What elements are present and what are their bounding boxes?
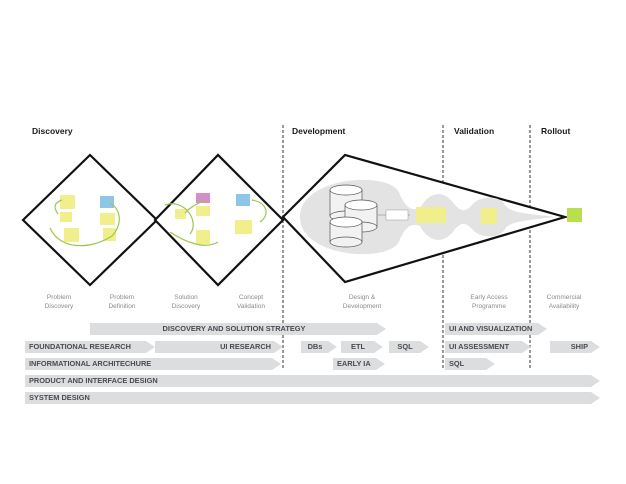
stage-label-problem-discovery: Problem Discovery <box>44 294 74 310</box>
stage-label-commercial-availability: Commercial Availability <box>546 294 582 310</box>
connector-line <box>251 199 267 223</box>
phase-title-validation: Validation <box>454 126 495 136</box>
sticky-note <box>481 208 497 224</box>
workstream-sql: SQL <box>389 341 429 353</box>
solution-diamond <box>153 153 285 287</box>
workstream-ui-research: UI RESEARCH <box>155 341 283 353</box>
sticky-note <box>235 220 252 234</box>
workstream-dbs: DBs <box>301 341 337 353</box>
workstream-ui-assessment: UI ASSESSMENT <box>445 341 531 353</box>
workstream-etl: ETL <box>341 341 383 353</box>
workstream-discovery-and-solution-strategy: DISCOVERY AND SOLUTION STRATEGY <box>90 323 386 335</box>
phase-title-development: Development <box>292 126 346 136</box>
database-cylinder-3 <box>329 216 363 248</box>
stage-label-concept-validation: Concept Validation <box>236 294 266 310</box>
problem-diamond <box>21 153 159 287</box>
stage-label-problem-definition: Problem Definition <box>108 294 136 310</box>
connector-line <box>184 199 206 214</box>
sticky-note <box>100 213 115 225</box>
connector-line <box>169 231 219 246</box>
connector-line <box>49 227 113 247</box>
workstream-product-and-interface-design: PRODUCT AND INTERFACE DESIGN <box>25 375 600 387</box>
sticky-note <box>175 209 186 219</box>
sticky-note <box>432 207 446 223</box>
sticky-note <box>236 194 250 206</box>
phase-title-discovery: Discovery <box>32 126 73 136</box>
stage-label-solution-discovery: Solution Discovery <box>171 294 201 310</box>
stage-label-early-access: Early Access Programme <box>470 294 508 310</box>
sticky-note <box>60 212 72 222</box>
workstream-informational-architecture: INFORMATIONAL ARCHITECHURE <box>25 358 281 370</box>
workstream-foundational-research: FOUNDATIONAL RESEARCH <box>25 341 155 353</box>
connector-line <box>109 202 120 237</box>
sticky-note <box>64 228 79 242</box>
stage-label-design-development: Design & Development <box>342 294 382 310</box>
sticky-note-ship <box>567 208 582 222</box>
sticky-note <box>196 193 210 203</box>
sticky-note <box>100 196 114 208</box>
sticky-note <box>196 206 210 216</box>
workstream-sql-validation: SQL <box>445 358 495 370</box>
connector-line <box>54 199 63 215</box>
sticky-note <box>416 207 432 223</box>
sticky-note <box>196 230 210 244</box>
connector-line <box>164 203 194 235</box>
phase-title-rollout: Rollout <box>541 126 571 136</box>
workstream-system-design: SYSTEM DESIGN <box>25 392 600 404</box>
sticky-note <box>103 228 116 241</box>
workstream-ui-and-visualization: UI AND VISUALIZATION <box>445 323 547 335</box>
sticky-note <box>60 195 75 209</box>
workstream-early-ia: EARLY IA <box>333 358 385 370</box>
workstream-ship: SHIP <box>550 341 600 353</box>
development-note-box <box>385 209 409 221</box>
